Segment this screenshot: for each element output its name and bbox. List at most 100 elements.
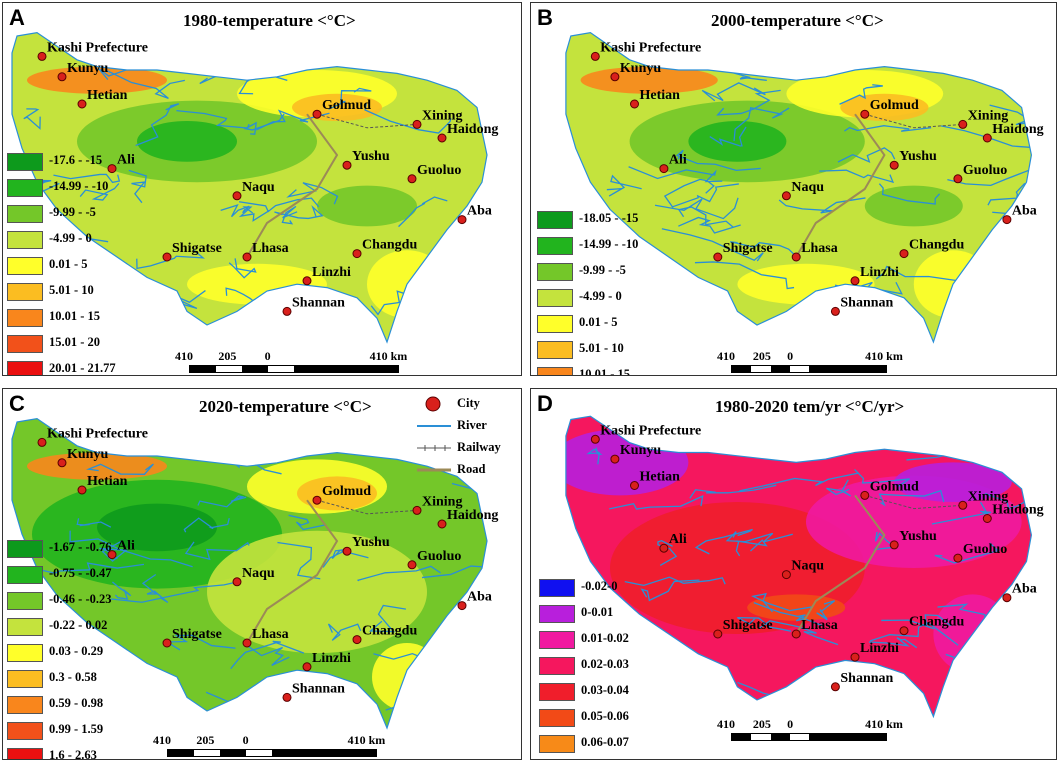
city-label-guoluo: Guoluo xyxy=(963,163,1007,178)
scale-bar-segment xyxy=(809,366,829,372)
legend-label: 5.01 - 10 xyxy=(579,341,624,355)
scale-bar-graphic xyxy=(731,733,887,741)
river xyxy=(947,169,1032,187)
city-label-shigatse: Shigatse xyxy=(172,241,222,256)
city-label-hetian: Hetian xyxy=(640,470,681,485)
scale-bar-segment xyxy=(350,750,376,756)
legend-label: -17.6 - -15 xyxy=(49,153,103,167)
city-marker-xining xyxy=(958,119,968,129)
legend-label: -0.22 - 0.02 xyxy=(49,618,108,632)
river xyxy=(986,58,1032,85)
raster-zone xyxy=(747,594,846,621)
map-a: Kashi Prefecture Kunyu Hetian Golmud XiningH… xyxy=(11,31,498,344)
legend-label: 0.01 - 5 xyxy=(579,315,618,329)
city-marker-haidong xyxy=(982,514,992,523)
river xyxy=(694,261,795,290)
city-marker-ali xyxy=(659,164,669,174)
key-railway-icon xyxy=(417,445,451,451)
city-marker-xining xyxy=(412,119,422,129)
city-label-guoluo: Guoluo xyxy=(417,163,461,178)
river xyxy=(135,103,180,147)
scale-bar-segment xyxy=(216,366,242,372)
city-marker-kashi-prefecture xyxy=(590,434,600,444)
river xyxy=(971,293,1031,328)
river xyxy=(281,205,298,225)
city-label-yushu: Yushu xyxy=(899,149,937,164)
panel-a: Kashi Prefecture Kunyu Hetian Golmud Xining H… xyxy=(2,2,522,376)
river xyxy=(640,579,700,602)
city-label-yushu: Yushu xyxy=(352,149,390,164)
legend-label: -18.05 - -15 xyxy=(579,211,639,225)
city-label-linzhi: Linzhi xyxy=(312,265,351,280)
city-label-haidong: Haidong xyxy=(992,122,1043,137)
scale-bar-segment xyxy=(770,366,790,372)
river xyxy=(128,169,147,204)
city-marker-aba xyxy=(1002,215,1012,225)
river xyxy=(671,183,739,208)
key-road: Road xyxy=(413,459,521,481)
panel-title-d: 1980-2020 tem/yr <°C/yr> xyxy=(715,397,905,416)
raster-zone xyxy=(864,185,963,227)
city-marker-changdu xyxy=(899,249,909,259)
river xyxy=(112,581,132,600)
city-label-xining: Xining xyxy=(968,108,1008,123)
city-label-kashi-prefecture: Kashi Prefecture xyxy=(600,40,701,55)
legend-label: 10.01 - 15 xyxy=(579,367,631,376)
legend-swatch xyxy=(539,735,575,753)
river xyxy=(709,126,747,147)
city-marker-kunyu xyxy=(57,458,67,468)
scale-bar-graphic xyxy=(731,365,887,373)
city-label-changdu: Changdu xyxy=(362,238,417,253)
legend-label: -0.02-0 xyxy=(581,579,618,593)
city-label-lhasa: Lhasa xyxy=(801,241,838,256)
city-label-shigatse: Shigatse xyxy=(723,241,773,256)
scale-bar-segment xyxy=(346,366,372,372)
legend-swatch xyxy=(7,231,43,249)
scale-bar-segment xyxy=(751,366,771,372)
city-label-aba: Aba xyxy=(1012,204,1037,219)
scale-bar-label: 410 km xyxy=(865,717,903,731)
legend-label: 0.03-0.04 xyxy=(581,683,629,697)
river xyxy=(837,147,896,164)
legend-swatch xyxy=(539,657,575,675)
city-marker-hetian xyxy=(77,99,87,109)
river xyxy=(657,539,678,567)
river xyxy=(368,604,407,633)
city-marker-lhasa xyxy=(791,252,801,262)
city-label-xining: Xining xyxy=(968,489,1008,504)
scale-bar-label: 410 xyxy=(153,733,171,747)
legend-swatch xyxy=(7,722,43,740)
city-label-kunyu: Kunyu xyxy=(620,443,661,458)
raster-zone xyxy=(97,503,217,552)
legend-label: -14.99 - -10 xyxy=(579,237,639,251)
scale-bar-segment xyxy=(847,734,867,740)
city-label-shannan: Shannan xyxy=(840,295,893,310)
scale-bar-segment xyxy=(320,366,346,372)
legend-label: 20.01 - 21.77 xyxy=(49,361,116,375)
scale-bar-segment xyxy=(866,734,886,740)
key-river-icon xyxy=(417,425,451,427)
city-marker-shannan xyxy=(282,306,292,316)
scale-bar-segment xyxy=(847,366,867,372)
city-label-hetian: Hetian xyxy=(640,88,681,103)
city-marker-shigatse xyxy=(713,252,723,262)
city-marker-lhasa xyxy=(791,629,801,639)
legend-swatch xyxy=(537,211,573,229)
panel-title-c: 2020-temperature <°C> xyxy=(199,397,372,416)
map-d: Kashi Prefecture Kunyu Hetian Golmud XiningH… xyxy=(565,415,1044,719)
city-label-kashi-prefecture: Kashi Prefecture xyxy=(47,40,148,55)
city-label-golmud: Golmud xyxy=(870,479,919,494)
scale-bar-label: 0 xyxy=(264,349,271,363)
river xyxy=(758,620,839,646)
city-marker-kunyu xyxy=(610,72,620,82)
scale-bar-segment xyxy=(809,734,829,740)
river xyxy=(931,502,992,525)
legend-swatch xyxy=(537,263,573,281)
city-marker-yushu xyxy=(342,546,352,556)
legend-swatch xyxy=(537,237,573,255)
river xyxy=(398,196,448,228)
river xyxy=(854,469,910,487)
river xyxy=(141,573,169,604)
scale-bar-segment xyxy=(294,366,320,372)
city-marker-naqu xyxy=(232,191,242,201)
